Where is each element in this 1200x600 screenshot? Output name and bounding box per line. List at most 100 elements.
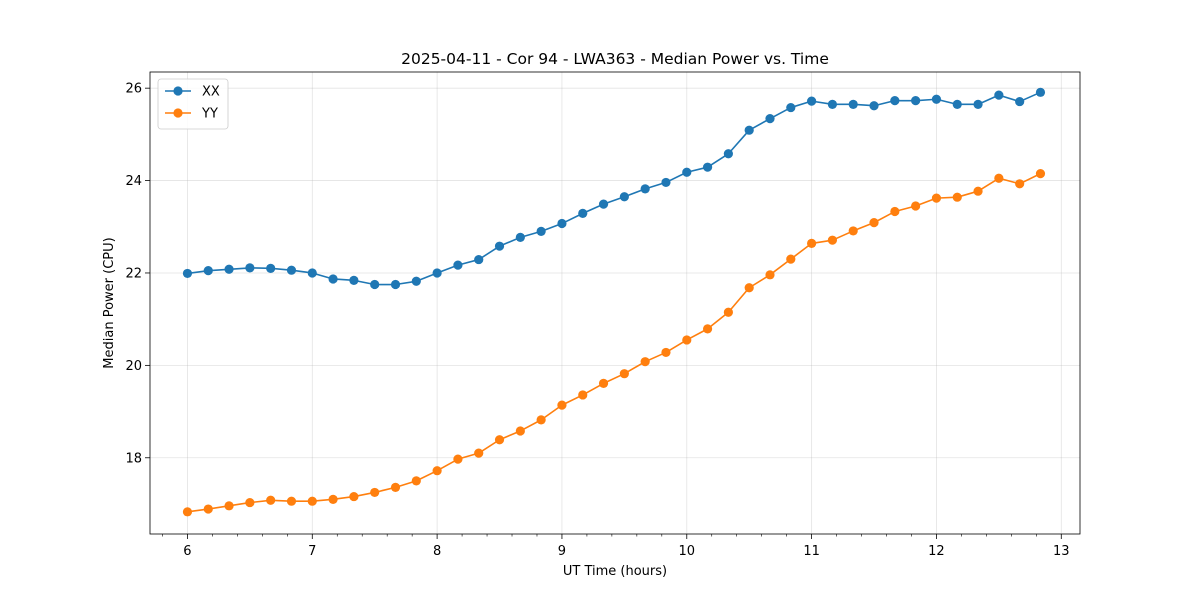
data-point-yy <box>1035 169 1046 179</box>
data-point-yy <box>494 435 505 445</box>
data-point-xx <box>827 99 838 109</box>
data-point-xx <box>557 218 567 229</box>
legend-marker <box>173 86 183 96</box>
y-tick-label: 18 <box>125 451 142 466</box>
x-axis-label: UT Time (hours) <box>563 564 667 579</box>
data-point-xx <box>245 263 255 273</box>
data-point-xx <box>702 162 713 172</box>
data-point-yy <box>515 426 525 436</box>
plot-frame <box>149 71 1081 535</box>
data-point-yy <box>848 226 858 236</box>
legend: XX YY <box>157 78 229 130</box>
y-tick-label: 24 <box>125 174 142 189</box>
data-point-yy <box>994 173 1004 183</box>
data-point-yy <box>182 507 193 517</box>
data-point-xx <box>848 99 858 109</box>
data-point-xx <box>536 226 546 236</box>
data-point-xx <box>931 94 942 104</box>
data-point-xx <box>890 96 900 106</box>
data-point-xx <box>765 114 775 124</box>
data-point-yy <box>911 201 921 211</box>
data-point-xx <box>723 149 733 159</box>
data-point-yy <box>744 283 754 293</box>
data-point-xx <box>224 264 234 274</box>
data-point-xx <box>952 99 962 109</box>
data-point-yy <box>661 347 671 358</box>
data-point-xx <box>973 99 983 109</box>
data-point-xx <box>619 192 629 202</box>
data-point-yy <box>557 400 567 410</box>
data-point-yy <box>786 254 796 264</box>
data-point-yy <box>370 487 380 498</box>
data-point-yy <box>702 324 713 334</box>
data-point-xx <box>286 265 297 275</box>
data-point-xx <box>1035 87 1046 97</box>
data-point-xx <box>640 184 650 194</box>
data-point-xx <box>182 268 193 279</box>
data-point-yy <box>349 491 359 502</box>
data-point-yy <box>203 504 213 514</box>
grid <box>150 72 1080 534</box>
x-tick-label: 11 <box>803 544 820 559</box>
data-point-yy <box>598 378 609 388</box>
data-point-yy <box>328 494 338 504</box>
axis-ticks: 6 7 8 9 10 11 12 13 18 20 22 24 26 <box>125 82 1069 559</box>
data-point-yy <box>807 238 817 249</box>
data-point-yy <box>432 466 442 476</box>
x-tick-label: 13 <box>1053 544 1070 559</box>
data-point-xx <box>390 279 401 290</box>
data-point-xx <box>786 102 796 113</box>
data-point-yy <box>952 192 962 202</box>
x-tick-label: 7 <box>308 544 316 559</box>
y-tick-label: 20 <box>125 359 142 374</box>
data-point-xx <box>411 276 421 286</box>
data-point-yy <box>1015 179 1025 189</box>
series-xx <box>182 87 1046 290</box>
data-point-xx <box>203 266 213 276</box>
data-point-yy <box>973 186 983 196</box>
data-point-yy <box>869 218 879 228</box>
data-point-xx <box>515 232 525 242</box>
data-point-yy <box>390 482 401 492</box>
series-layer <box>182 87 1046 517</box>
data-point-xx <box>328 274 338 284</box>
y-tick-label: 22 <box>125 266 142 281</box>
data-point-xx <box>869 101 879 111</box>
legend-item: YY <box>165 107 218 122</box>
x-tick-label: 12 <box>928 544 945 559</box>
series-yy <box>182 169 1046 517</box>
data-point-yy <box>536 415 546 425</box>
data-point-xx <box>370 279 380 290</box>
data-point-xx <box>578 208 588 218</box>
data-point-yy <box>765 270 775 280</box>
data-point-xx <box>1015 96 1025 107</box>
legend-marker <box>173 108 183 118</box>
data-point-xx <box>494 241 505 251</box>
x-tick-label: 9 <box>558 544 566 559</box>
data-point-yy <box>578 390 588 400</box>
data-point-yy <box>245 497 255 508</box>
data-point-yy <box>266 495 276 505</box>
data-point-xx <box>661 177 671 188</box>
data-point-yy <box>682 335 692 345</box>
data-point-xx <box>432 268 442 278</box>
data-point-xx <box>994 90 1004 100</box>
x-tick-label: 10 <box>679 544 696 559</box>
x-tick-label: 6 <box>183 544 191 559</box>
data-point-yy <box>827 235 838 245</box>
data-point-yy <box>890 206 900 217</box>
y-axis-label: Median Power (CPU) <box>102 237 117 368</box>
data-point-yy <box>307 496 317 506</box>
data-point-xx <box>453 260 463 270</box>
data-point-xx <box>598 199 609 209</box>
data-point-xx <box>911 96 921 106</box>
y-tick-label: 26 <box>125 82 142 97</box>
data-point-yy <box>224 501 234 511</box>
data-point-xx <box>682 167 692 177</box>
data-point-yy <box>474 448 484 458</box>
data-point-xx <box>307 268 317 278</box>
legend-item: XX <box>165 85 220 100</box>
x-tick-label: 8 <box>433 544 441 559</box>
data-point-xx <box>266 263 276 273</box>
